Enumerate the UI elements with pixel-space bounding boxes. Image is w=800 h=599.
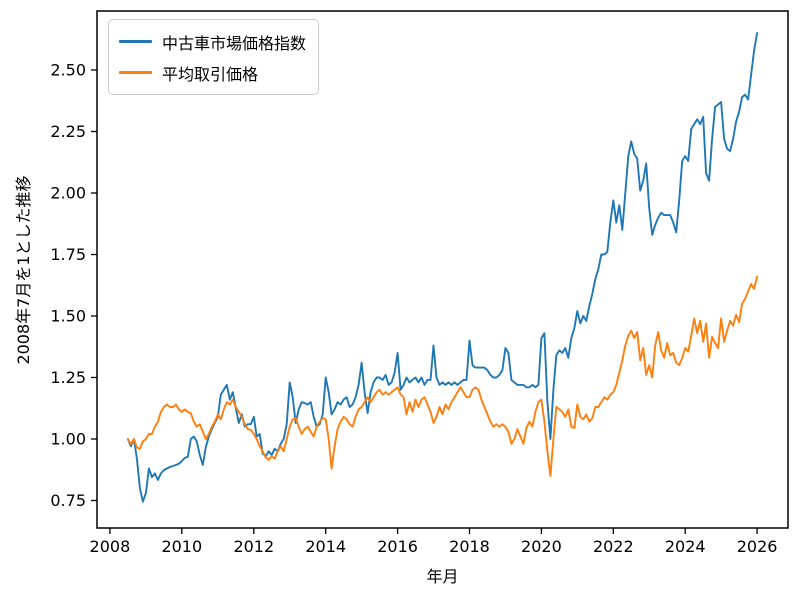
x-tick-label: 2024 [665, 537, 706, 556]
legend-line-sample-blue [119, 39, 152, 44]
x-tick-label: 2008 [90, 537, 131, 556]
legend-item-average-price: 平均取引価格 [119, 59, 306, 86]
legend-label-market-index: 中古車市場価格指数 [162, 33, 307, 53]
x-tick-label: 2020 [521, 537, 562, 556]
y-tick-label: 1.75 [50, 245, 86, 264]
x-tick-label: 2016 [377, 537, 418, 556]
y-tick-label: 2.50 [50, 61, 86, 80]
legend-label-average-price: 平均取引価格 [162, 64, 259, 84]
legend-line-sample-orange [119, 70, 152, 75]
average-price-line [126, 275, 759, 477]
x-tick-label: 2026 [737, 537, 778, 556]
x-tick-label: 2010 [161, 537, 202, 556]
x-tick-label: 2014 [305, 537, 346, 556]
y-tick-label: 2.25 [50, 122, 86, 141]
x-tick-label: 2022 [593, 537, 634, 556]
x-tick-label: 2012 [233, 537, 274, 556]
plot-border [96, 10, 789, 529]
legend: 中古車市場価格指数 平均取引価格 [108, 19, 320, 95]
y-tick-label: 1.25 [50, 368, 86, 387]
y-tick-label: 0.75 [50, 491, 86, 510]
x-tick-label: 2018 [449, 537, 490, 556]
y-tick-label: 1.00 [50, 430, 86, 449]
x-axis-title: 年月 [426, 567, 459, 586]
y-tick-label: 1.50 [50, 307, 86, 326]
y-tick-label: 2.00 [50, 184, 86, 203]
legend-item-market-index: 中古車市場価格指数 [119, 28, 306, 55]
market-index-line [126, 32, 759, 503]
